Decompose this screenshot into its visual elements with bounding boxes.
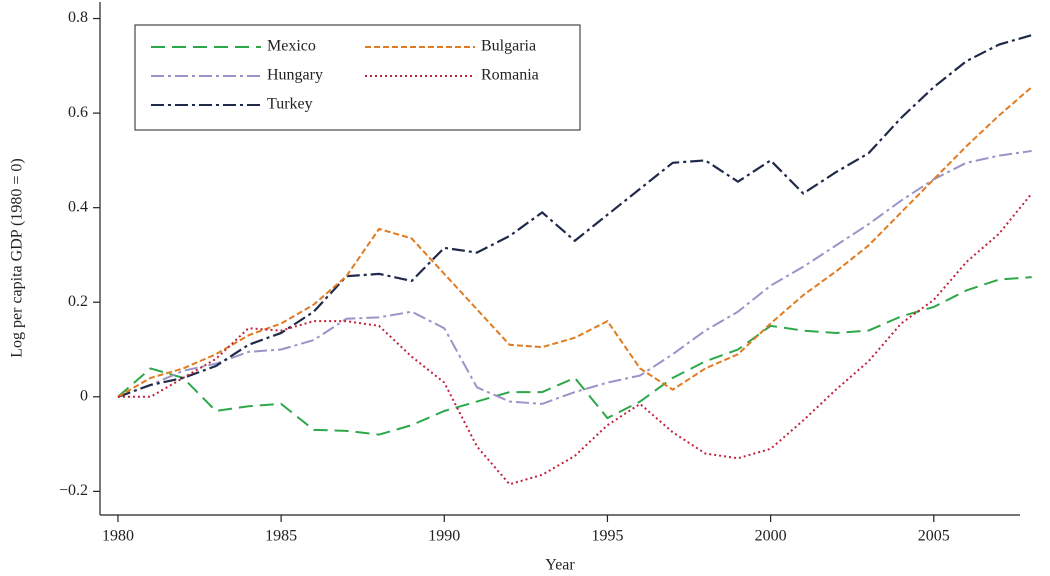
x-tick-label: 1985 (265, 528, 297, 545)
legend-label: Hungary (267, 67, 323, 84)
legend-label: Bulgaria (481, 38, 536, 55)
y-tick-label: −0.2 (59, 482, 88, 499)
series-line (117, 276, 1032, 436)
series-line (117, 86, 1033, 398)
y-tick-label: 0.2 (68, 293, 88, 310)
x-tick-label: 1990 (428, 528, 460, 545)
legend-box (134, 24, 581, 131)
x-axis-label: Year (545, 557, 575, 574)
x-tick-label: 1995 (591, 528, 623, 545)
series-line (117, 34, 1032, 398)
x-tick-label: 2005 (918, 528, 950, 545)
y-tick-label: 0 (80, 387, 88, 404)
y-tick-label: 0.6 (68, 104, 88, 121)
series-line (117, 192, 1033, 486)
legend-label: Mexico (267, 38, 316, 55)
y-axis-label: Log per capita GDP (1980 = 0) (9, 158, 26, 358)
x-tick-label: 1980 (102, 528, 134, 545)
y-tick-label: 0.4 (68, 198, 88, 215)
x-tick-label: 2000 (755, 528, 787, 545)
series-line (117, 149, 1032, 405)
legend-label: Turkey (267, 96, 313, 113)
legend-label: Romania (481, 67, 539, 84)
y-tick-label: 0.8 (68, 9, 88, 26)
